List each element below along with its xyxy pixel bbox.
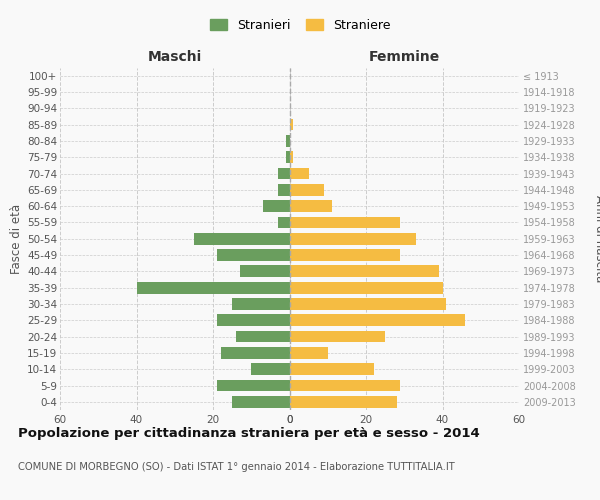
- Bar: [221, 347, 290, 359]
- Bar: [290, 347, 328, 359]
- Title: Maschi: Maschi: [148, 50, 202, 64]
- Text: Popolazione per cittadinanza straniera per età e sesso - 2014: Popolazione per cittadinanza straniera p…: [18, 428, 480, 440]
- Bar: [290, 152, 293, 163]
- Bar: [290, 330, 385, 342]
- Bar: [278, 168, 290, 179]
- Bar: [217, 380, 290, 392]
- Bar: [232, 298, 290, 310]
- Bar: [290, 266, 439, 277]
- Y-axis label: Fasce di età: Fasce di età: [10, 204, 23, 274]
- Bar: [290, 364, 374, 375]
- Bar: [278, 184, 290, 196]
- Text: COMUNE DI MORBEGNO (SO) - Dati ISTAT 1° gennaio 2014 - Elaborazione TUTTITALIA.I: COMUNE DI MORBEGNO (SO) - Dati ISTAT 1° …: [18, 462, 455, 472]
- Bar: [290, 396, 397, 407]
- Bar: [290, 233, 416, 244]
- Bar: [137, 282, 290, 294]
- Bar: [240, 266, 290, 277]
- Y-axis label: Anni di nascita: Anni di nascita: [593, 195, 600, 282]
- Bar: [290, 184, 324, 196]
- Title: Femmine: Femmine: [368, 50, 440, 64]
- Legend: Stranieri, Straniere: Stranieri, Straniere: [205, 14, 395, 37]
- Bar: [290, 282, 443, 294]
- Bar: [290, 298, 446, 310]
- Bar: [290, 314, 466, 326]
- Bar: [290, 168, 308, 179]
- Bar: [217, 249, 290, 261]
- Bar: [251, 364, 290, 375]
- Bar: [286, 152, 290, 163]
- Bar: [286, 135, 290, 147]
- Bar: [290, 216, 400, 228]
- Bar: [290, 380, 400, 392]
- Bar: [217, 314, 290, 326]
- Bar: [194, 233, 290, 244]
- Bar: [236, 330, 290, 342]
- Bar: [263, 200, 290, 212]
- Bar: [290, 200, 332, 212]
- Bar: [290, 249, 400, 261]
- Bar: [290, 118, 293, 130]
- Bar: [278, 216, 290, 228]
- Bar: [232, 396, 290, 407]
